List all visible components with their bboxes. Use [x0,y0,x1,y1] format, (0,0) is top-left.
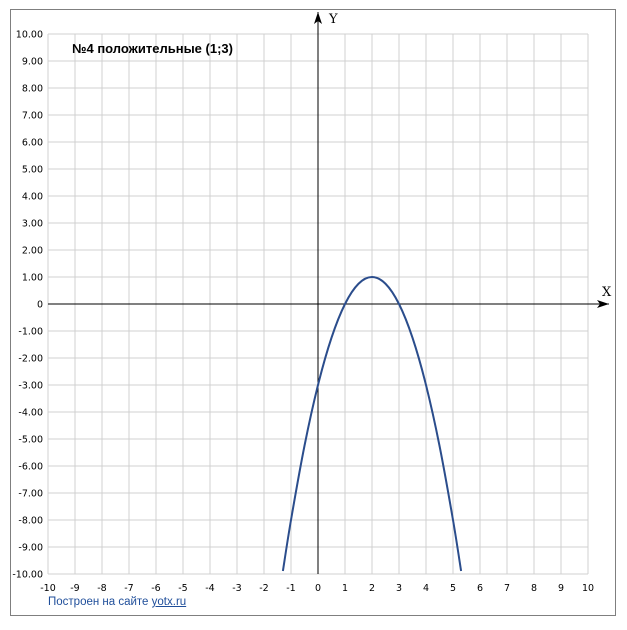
y-tick-label: -5.00 [18,435,43,446]
y-tick-label: -4.00 [18,408,43,419]
y-tick-label: 7.00 [22,111,43,122]
y-tick-label: 9.00 [22,57,43,68]
y-tick-label: 2.00 [22,246,43,257]
y-tick-label: -9.00 [18,543,43,554]
credit-link[interactable]: yotx.ru [151,596,187,608]
series-layer [281,275,463,572]
x-tick-label: -10 [40,583,56,594]
x-tick-label: -2 [259,583,268,594]
x-tick-label: 4 [423,583,429,594]
axes [48,12,609,574]
y-tick-label: 3.00 [22,219,43,230]
y-tick-label: 10.00 [16,30,43,41]
x-tick-label: -6 [151,583,160,594]
x-axis-label: X [602,285,612,300]
x-tick-label: 6 [477,583,483,594]
x-tick-label: 1 [342,583,348,594]
y-tick-label: -3.00 [18,381,43,392]
credit-text: Построен на сайте [48,596,152,608]
x-tick-label: 10 [582,583,594,594]
chart-frame: -10 -9 -8 -7 -6 -5 -4 -3 -2 -1 0 1 2 3 4 5 6 7 8 9 10 10.00 9.… [10,9,616,616]
y-tick-label: 0 [37,300,43,311]
y-tick-label: 6.00 [22,138,43,149]
tick-labels: -10 -9 -8 -7 -6 -5 -4 -3 -2 -1 0 1 2 3 4 5 6 7 8 9 1010.009.… [12,30,594,595]
y-tick-label: -10.00 [12,570,43,581]
y-tick-label: -7.00 [18,489,43,500]
x-tick-label: 2 [369,583,375,594]
x-tick-label: 5 [450,583,456,594]
x-tick-label: -1 [286,583,295,594]
series-line [281,275,463,572]
x-tick-label: 3 [396,583,402,594]
x-tick-label: 8 [531,583,537,594]
x-tick-label: -4 [205,583,214,594]
y-tick-label: -2.00 [18,354,43,365]
x-tick-label: 9 [558,583,564,594]
y-tick-label: 5.00 [22,165,43,176]
x-tick-label: -9 [70,583,79,594]
chart-title: №4 положительные (1;3) [72,41,233,56]
x-tick-label: 0 [315,583,321,594]
x-tick-label: 7 [504,583,510,594]
x-tick-label: -5 [178,583,187,594]
y-tick-label: -8.00 [18,516,43,527]
y-tick-label: 1.00 [22,273,43,284]
credit-footer: Построен на сайте yotx.ru [48,596,186,608]
y-tick-label: -6.00 [18,462,43,473]
x-tick-label: -7 [124,583,133,594]
chart-plot: -10 -9 -8 -7 -6 -5 -4 -3 -2 -1 0 1 2 3 4 5 6 7 8 9 1010.009.… [12,12,612,595]
x-tick-label: -8 [97,583,106,594]
y-tick-label: 8.00 [22,84,43,95]
x-axis-arrow [597,300,609,308]
x-tick-label: -3 [232,583,241,594]
y-tick-label: 4.00 [22,192,43,203]
y-tick-label: -1.00 [18,327,43,338]
y-axis-arrow [314,12,322,24]
y-axis-label: Y [328,12,338,27]
